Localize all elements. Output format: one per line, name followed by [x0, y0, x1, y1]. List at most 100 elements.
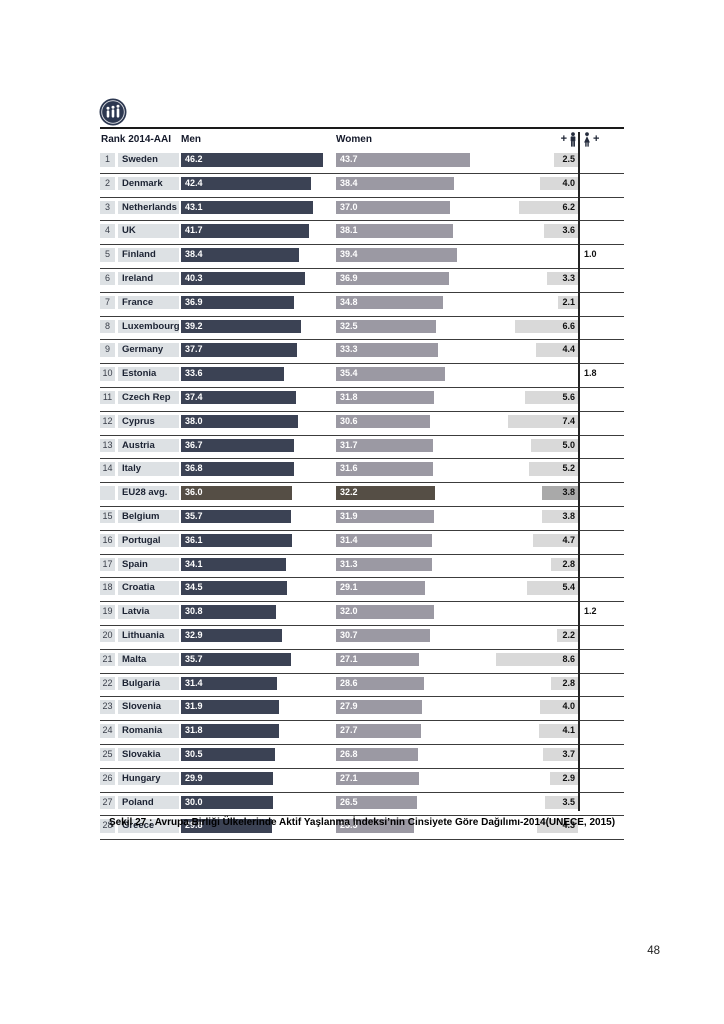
country-label: Bulgaria — [118, 676, 179, 691]
country-label: Hungary — [118, 771, 179, 786]
country-label: Luxembourg — [118, 319, 180, 334]
table-row: 2 Denmark 42.4 38.4 4.0 — [100, 174, 624, 198]
gender-gap-value: 3.8 — [541, 509, 578, 524]
gender-gap-value: 2.8 — [551, 557, 578, 572]
women-column-header: Women — [336, 134, 372, 145]
country-label: Romania — [118, 724, 179, 738]
rank-cell: 7 — [100, 295, 115, 310]
men-bar: 36.7 — [181, 438, 294, 453]
table-row: 1 Sweden 46.2 43.7 2.5 — [100, 150, 624, 174]
gender-gap-value: 5.4 — [526, 581, 578, 595]
table-row: 8 Luxembourg 39.2 32.5 6.6 — [100, 317, 624, 341]
country-label: Finland — [118, 248, 179, 262]
gender-gap-value: 5.2 — [528, 462, 578, 476]
table-row: 12 Cyprus 38.0 30.6 7.4 — [100, 412, 624, 436]
country-label: Germany — [118, 343, 179, 357]
gender-gap-value: 2.5 — [554, 153, 578, 167]
gender-gap-value: 4.1 — [539, 724, 578, 738]
rank-cell: 12 — [100, 414, 115, 429]
women-bar: 43.7 — [336, 153, 471, 167]
country-label: Ireland — [118, 271, 179, 286]
gender-gap-value: 3.5 — [544, 795, 578, 810]
women-gap-plus-sign: + — [593, 133, 600, 145]
men-bar: 33.6 — [181, 367, 285, 381]
rank-cell: 10 — [100, 367, 115, 381]
gender-gap-value: 3.3 — [546, 271, 578, 286]
table-row: 4 UK 41.7 38.1 3.6 — [100, 221, 624, 246]
men-gap-plus-sign: + — [560, 133, 567, 145]
table-row: 18 Croatia 34.5 29.1 5.4 — [100, 578, 624, 603]
women-bar: 26.8 — [336, 747, 419, 762]
aai-logo-icon — [99, 98, 127, 126]
women-bar: 27.1 — [336, 771, 420, 786]
men-bar: 34.1 — [181, 557, 286, 572]
rank-cell: 6 — [100, 271, 115, 286]
rank-cell: 27 — [100, 795, 115, 810]
rank-cell: 22 — [100, 676, 115, 691]
gender-gap-value: 3.6 — [543, 224, 578, 238]
women-bar: 32.5 — [336, 319, 436, 334]
men-bar: 32.9 — [181, 628, 282, 643]
table-row: 5 Finland 38.4 39.4 1.0 — [100, 245, 624, 269]
women-bar: 34.8 — [336, 295, 443, 310]
women-bar: 25.5 — [336, 819, 415, 833]
chart-header-row: Rank 2014-AAI Men Women + — [100, 129, 624, 150]
gender-gap-value: 5.0 — [530, 438, 578, 453]
gender-gap-value: 2.8 — [551, 676, 578, 691]
table-row: 24 Romania 31.8 27.7 4.1 — [100, 721, 624, 745]
country-label: Sweden — [118, 153, 179, 167]
country-label: Croatia — [118, 581, 179, 595]
women-bar: 27.7 — [336, 724, 422, 738]
woman-icon — [582, 132, 592, 147]
country-label: Portugal — [118, 533, 179, 548]
women-bar: 31.7 — [336, 438, 434, 453]
rank-cell: 20 — [100, 628, 115, 643]
women-bar: 31.8 — [336, 390, 434, 405]
country-label: Lithuania — [118, 628, 179, 643]
gender-gap-value: 8.6 — [496, 652, 578, 667]
rows: 1 Sweden 46.2 43.7 2.5 2 Denmark 42.4 38… — [100, 150, 624, 841]
women-bar: 27.1 — [336, 652, 420, 667]
table-row: 26 Hungary 29.9 27.1 2.9 — [100, 769, 624, 793]
country-label: UK — [118, 224, 179, 238]
rank-cell: 24 — [100, 724, 115, 738]
gender-gap-value: 4.7 — [533, 533, 578, 548]
table-row: 17 Spain 34.1 31.3 2.8 — [100, 555, 624, 579]
men-bar: 31.9 — [181, 700, 279, 714]
table-row: 20 Lithuania 32.9 30.7 2.2 — [100, 626, 624, 650]
rank-cell: 2 — [100, 176, 115, 191]
table-row: 19 Latvia 30.8 32.0 1.2 — [100, 602, 624, 626]
gender-gap-value: 4.4 — [536, 343, 578, 357]
country-label: Czech Rep — [118, 390, 179, 405]
table-row: 6 Ireland 40.3 36.9 3.3 — [100, 269, 624, 293]
gender-gap-value: 4.0 — [540, 176, 578, 191]
men-bar: 43.1 — [181, 200, 314, 215]
table-row: 21 Malta 35.7 27.1 8.6 — [100, 650, 624, 674]
table-row: 3 Netherlands 43.1 37.0 6.2 — [100, 198, 624, 222]
women-bar: 31.3 — [336, 557, 433, 572]
country-label: Estonia — [118, 367, 179, 381]
women-bar: 32.2 — [336, 486, 435, 500]
men-bar: 29.9 — [181, 771, 273, 786]
women-gap-legend: + — [582, 132, 599, 147]
table-row: 22 Bulgaria 31.4 28.6 2.8 — [100, 674, 624, 698]
country-label: Slovenia — [118, 700, 179, 714]
table-row: 10 Estonia 33.6 35.4 1.8 — [100, 364, 624, 388]
rank-cell: 1 — [100, 153, 115, 167]
gender-gap-value: 2.2 — [557, 628, 578, 643]
rank-column-header: Rank 2014-AAI — [101, 134, 172, 145]
men-bar: 37.4 — [181, 390, 296, 405]
table-row: 11 Czech Rep 37.4 31.8 5.6 — [100, 388, 624, 412]
women-bar: 37.0 — [336, 200, 450, 215]
table-row: 23 Slovenia 31.9 27.9 4.0 — [100, 697, 624, 722]
table-row: 7 France 36.9 34.8 2.1 — [100, 293, 624, 317]
table-row: 9 Germany 37.7 33.3 4.4 — [100, 340, 624, 365]
country-label: Poland — [118, 795, 179, 810]
men-bar: 39.2 — [181, 319, 302, 334]
country-label: EU28 avg. — [118, 486, 179, 500]
gender-gap-value: 4.0 — [540, 700, 578, 714]
women-bar: 38.1 — [336, 224, 453, 238]
table-row: 16 Portugal 36.1 31.4 4.7 — [100, 531, 624, 555]
country-label: Malta — [118, 652, 179, 667]
